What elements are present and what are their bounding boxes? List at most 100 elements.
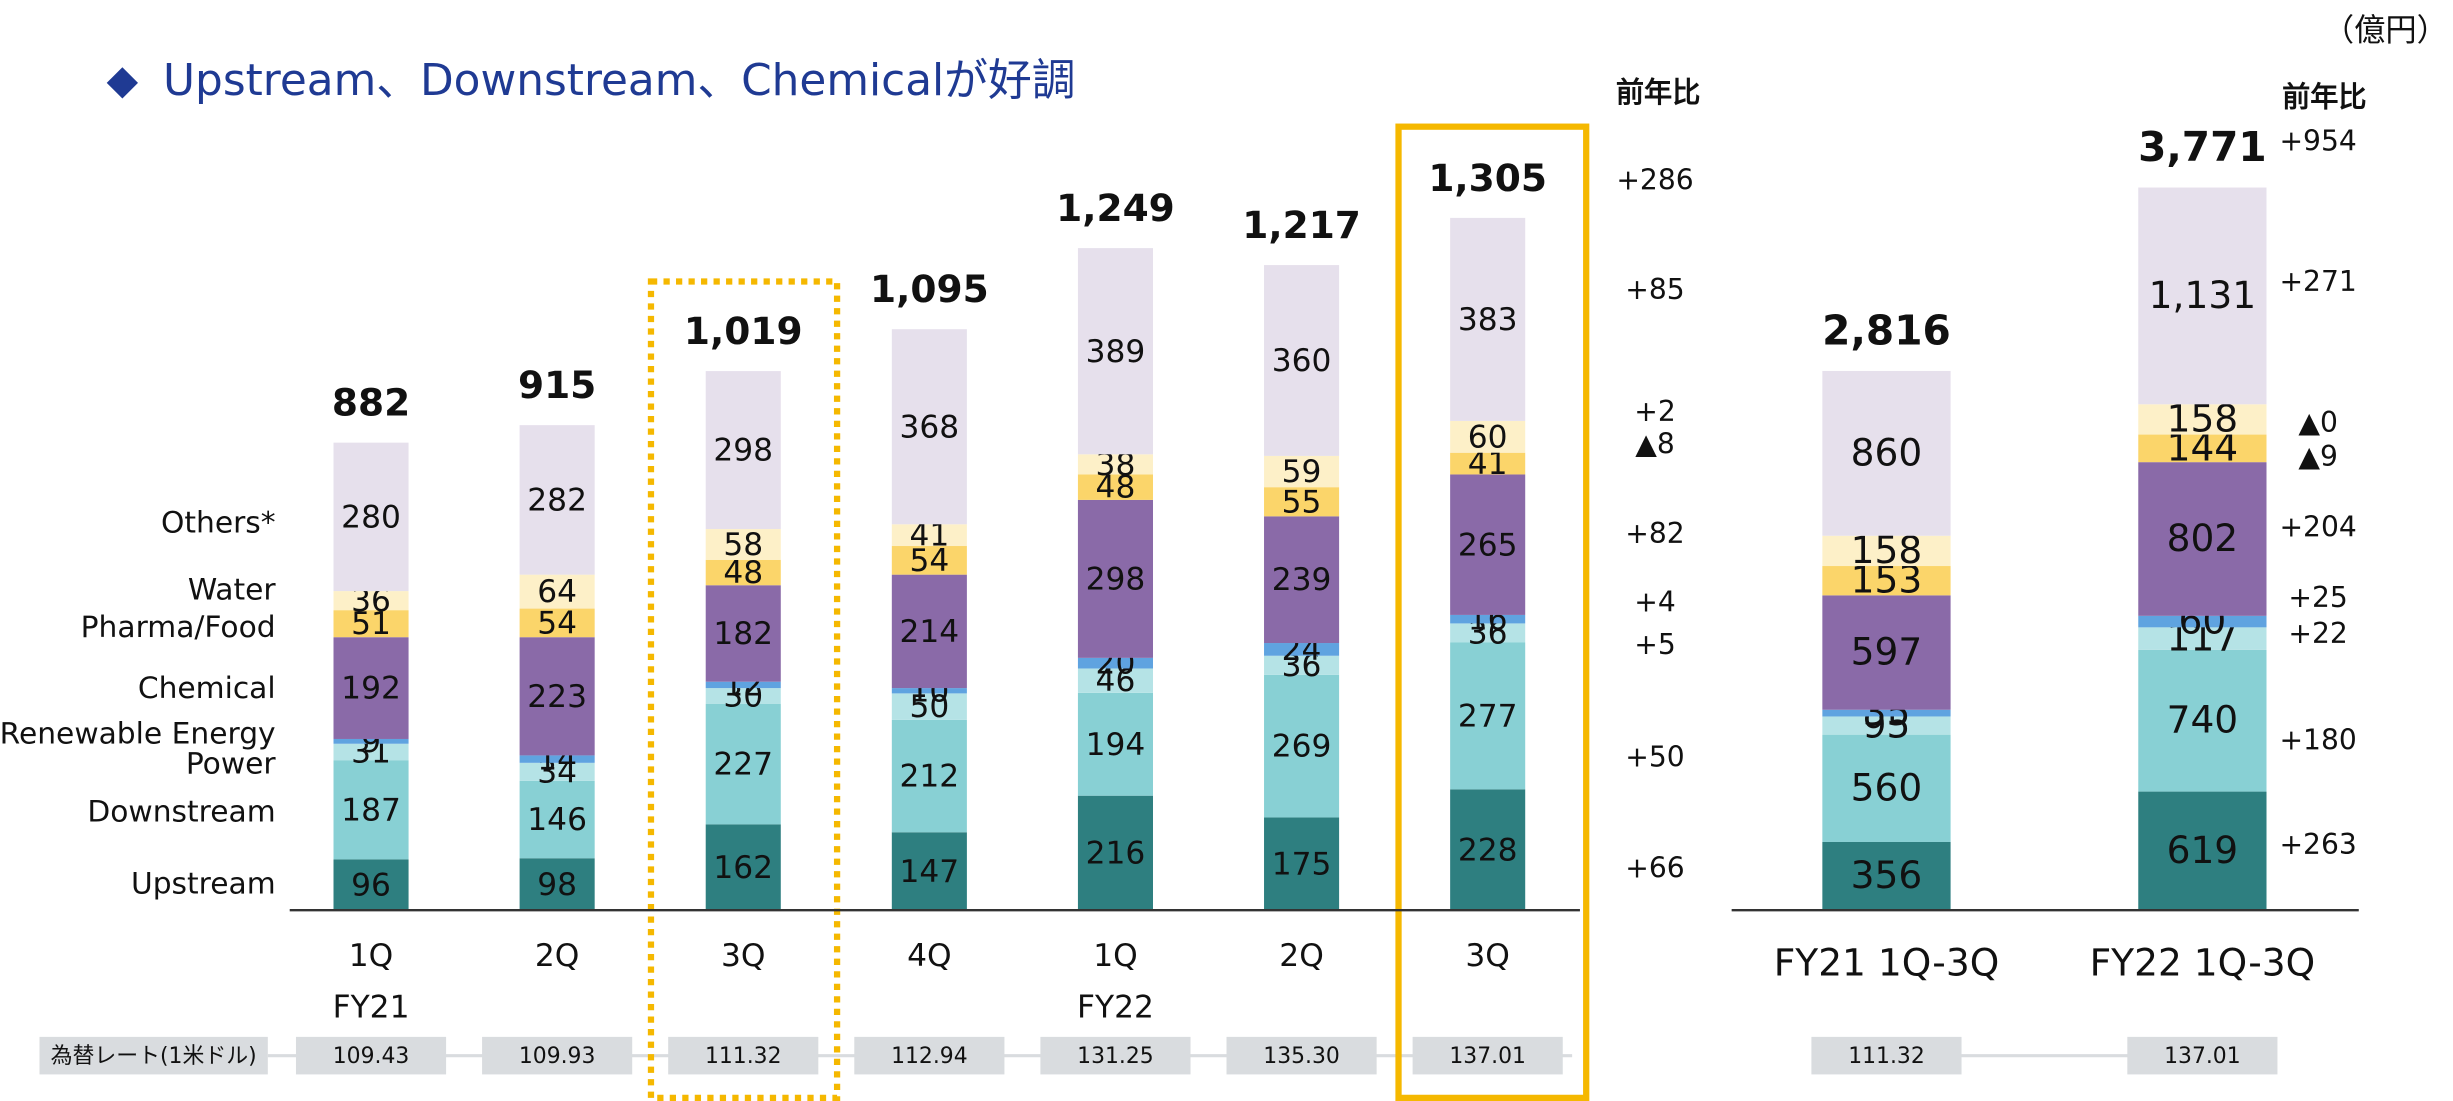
segment-label: 214 [900, 614, 960, 650]
segment-label: 58 [723, 527, 763, 563]
bar-segment [333, 610, 409, 638]
group-label: FY21 [333, 990, 410, 1026]
bar-segment [1822, 595, 1951, 710]
segment-label: 59 [1282, 454, 1322, 490]
yoy-label: +66 [1625, 852, 1684, 885]
bar-segment [2138, 627, 2267, 650]
fx-rate: 112.94 [891, 1044, 968, 1069]
bar-segment [1822, 370, 1951, 536]
segment-label: 389 [1086, 334, 1146, 370]
bar-segment [2138, 462, 2267, 616]
segment-label: 383 [1458, 302, 1518, 338]
bar-segment [1822, 535, 1951, 567]
x-tick-label: 3Q [721, 938, 766, 974]
fx-rate: 135.30 [1263, 1044, 1340, 1069]
unit-label: （億円） [2323, 12, 2448, 48]
title-bullet [106, 67, 139, 99]
segment-label: 216 [1086, 836, 1146, 872]
yoy-label: +50 [1625, 741, 1684, 774]
fx-box [1412, 1036, 1563, 1075]
fx-box [1040, 1036, 1191, 1075]
bar-segment [705, 824, 781, 911]
fx-label-box [39, 1036, 268, 1075]
segment-label: 1,131 [2149, 273, 2256, 317]
bar-segment [1822, 734, 1951, 842]
bar-segment [1264, 655, 1340, 675]
legend-label: Renewable Energy [0, 717, 276, 752]
bar-segment [1822, 709, 1951, 717]
segment-label: 282 [527, 482, 587, 518]
segment-label: 298 [713, 433, 773, 469]
yoy-label: +286 [1616, 163, 1693, 196]
bar-segment [519, 858, 595, 911]
segment-label: 265 [1458, 527, 1518, 563]
legend-label: Chemical [138, 671, 276, 706]
yoy-label: ▲9 [2298, 440, 2338, 473]
x-tick-label: FY22 1Q-3Q [2090, 940, 2316, 984]
bar-segment [705, 703, 781, 825]
bar-segment [1077, 657, 1153, 669]
bar-segment [519, 574, 595, 609]
segment-label: 175 [1272, 846, 1332, 882]
yoy-label: +5 [1634, 628, 1675, 661]
bar-segment [1264, 487, 1340, 517]
yoy-label: +25 [2288, 581, 2347, 614]
highlight-box [1395, 123, 1590, 1101]
bar-segment [891, 329, 967, 525]
legend-label: Pharma/Food [81, 610, 276, 645]
segment-label: 96 [351, 867, 391, 903]
bar-segment [1264, 643, 1340, 656]
bar-segment [891, 832, 967, 911]
segment-label: 194 [1086, 727, 1146, 763]
yoy-header: 前年比 [2282, 81, 2366, 114]
yoy-label: ▲8 [1635, 428, 1675, 461]
bar-segment [891, 688, 967, 694]
highlight-box [647, 278, 841, 1101]
bar-segment [333, 442, 409, 592]
bar-segment [2138, 404, 2267, 435]
bar-segment [333, 738, 409, 744]
bar-segment [519, 755, 595, 763]
x-tick-label: 2Q [1279, 938, 1324, 974]
bar-segment [891, 693, 967, 720]
x-tick-label: 3Q [1465, 938, 1510, 974]
x-tick-label: 1Q [1093, 938, 1138, 974]
bar-segment [333, 859, 409, 911]
bar-segment [1450, 420, 1526, 453]
segment-label: 64 [537, 574, 577, 610]
bar-segment [1077, 474, 1153, 500]
bar-segment [1077, 248, 1153, 455]
yoy-label: +263 [2279, 828, 2356, 861]
total-label: 3,771 [2138, 123, 2267, 171]
segment-label: 50 [909, 689, 949, 725]
yoy-label: +85 [1625, 273, 1684, 306]
segment-label: 223 [527, 679, 587, 715]
bar-segment [891, 719, 967, 833]
bar-segment [1450, 614, 1526, 624]
segment-label: 740 [2167, 698, 2239, 742]
segment-label: 51 [351, 606, 391, 642]
segment-label: 48 [723, 555, 763, 591]
bar-segment [1264, 455, 1340, 488]
bar-segment [519, 637, 595, 756]
segment-label: 368 [900, 409, 960, 445]
yoy-label: ▲0 [2298, 406, 2338, 439]
bar-segment [519, 608, 595, 638]
segment-label: 212 [900, 759, 960, 795]
legend-label: Upstream [131, 867, 276, 902]
segment-label: 146 [527, 802, 587, 838]
fx-box [482, 1036, 633, 1075]
bar-segment [705, 371, 781, 530]
bar-segment [705, 529, 781, 560]
bar-segment [1822, 566, 1951, 596]
segment-label: 60 [1468, 419, 1508, 455]
bar-segment [1822, 841, 1951, 911]
yoy-label: +204 [2279, 511, 2356, 544]
segment-label: 54 [537, 605, 577, 641]
x-tick-label: 2Q [535, 938, 580, 974]
legend-label: Others* [161, 505, 276, 540]
fx-box [668, 1036, 819, 1075]
segment-label: 239 [1272, 562, 1332, 598]
fx-rate: 137.01 [1449, 1044, 1526, 1069]
segment-label: 187 [341, 792, 401, 828]
